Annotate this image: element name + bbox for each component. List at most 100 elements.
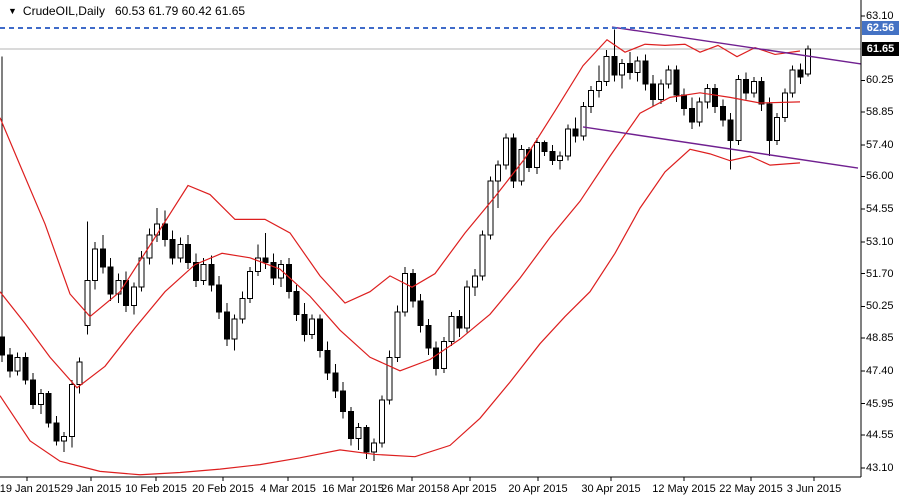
candle-bear <box>301 313 308 336</box>
candle-bull <box>231 318 238 340</box>
candle-bull <box>386 356 393 401</box>
candle-bear <box>510 137 517 182</box>
date-axis-label: 26 Mar 2015 <box>381 483 443 495</box>
price-axis-label: 56.00 <box>866 170 894 183</box>
band-line-middle <box>0 92 801 389</box>
candle-bear <box>347 411 354 440</box>
candle-bear <box>30 379 36 406</box>
date-axis-label: 16 Mar 2015 <box>322 483 384 495</box>
price-axis-label: 44.55 <box>866 429 894 442</box>
candle-bear <box>324 349 331 374</box>
candle-bull <box>61 435 67 442</box>
candle-bull <box>68 383 75 437</box>
candle-bull <box>247 270 253 300</box>
candle-bear <box>0 336 5 356</box>
candle-bull <box>781 92 788 119</box>
price-axis-label: 53.10 <box>866 236 894 248</box>
candle-bear <box>549 151 556 162</box>
candle-bear <box>45 392 52 424</box>
candle-bull <box>402 273 408 313</box>
candle-bull <box>657 83 664 101</box>
candle-bull <box>115 279 122 295</box>
date-axis-label: 20 Feb 2015 <box>192 483 254 495</box>
candle-bull <box>487 180 494 236</box>
candle-bull <box>533 142 540 168</box>
candle-bear <box>262 257 269 263</box>
candle-bull <box>254 257 261 272</box>
price-axis-label: 63.10 <box>866 10 894 22</box>
candle-bear <box>712 87 718 107</box>
candle-bull <box>378 399 385 444</box>
candle-bull <box>619 62 625 76</box>
candle-bull <box>704 87 711 103</box>
candle-bull <box>138 257 145 288</box>
candle-bear <box>797 69 804 78</box>
candle-bull <box>14 356 21 372</box>
candle-bear <box>417 300 424 327</box>
candle-bear <box>107 266 114 295</box>
candle-bear <box>216 284 222 313</box>
date-axis-label: 10 Feb 2015 <box>125 483 187 495</box>
price-axis-label: 51.70 <box>866 267 894 280</box>
candle-bear <box>743 78 749 94</box>
candle-bear <box>642 60 649 85</box>
candle-bull <box>471 275 478 288</box>
date-axis-label: 20 Apr 2015 <box>508 483 568 495</box>
date-axis-label: 4 Mar 2015 <box>260 483 316 495</box>
candle-bull <box>448 316 455 342</box>
candle-bull <box>595 81 602 92</box>
candle-bear <box>270 261 277 279</box>
candle-bear <box>285 264 292 293</box>
candle-bull <box>634 60 641 74</box>
candle-bear <box>425 325 432 349</box>
candle-bear <box>541 142 548 153</box>
candle-bear <box>316 318 323 351</box>
price-axis-label: 50.25 <box>866 300 894 313</box>
candle-bear <box>673 69 680 96</box>
candle-bull <box>464 286 470 329</box>
candle-bull <box>774 117 780 141</box>
date-axis-label: 29 Jan 2015 <box>60 483 122 495</box>
candle-bear <box>433 347 439 370</box>
candle-bear <box>688 108 695 123</box>
candle-bear <box>727 119 734 141</box>
candle-bull <box>371 442 377 453</box>
candle-bear <box>572 128 579 137</box>
candle-bear <box>185 243 191 263</box>
date-axis-label: 30 Apr 2015 <box>581 483 641 495</box>
price-axis-label: 54.55 <box>866 203 894 216</box>
price-axis-label: 58.85 <box>866 106 894 119</box>
candle-bear <box>161 223 168 241</box>
candle-bull <box>518 148 525 182</box>
candle-bull <box>309 318 315 336</box>
candle-bull <box>735 78 742 141</box>
price-axis-label: 60.25 <box>866 74 894 87</box>
candle-bear <box>208 264 215 286</box>
candle-bull <box>355 426 362 440</box>
candle-bear <box>719 105 726 121</box>
candle-bear <box>340 390 346 413</box>
candle-bear <box>363 426 370 453</box>
current-price-badge: 61.65 <box>862 41 899 56</box>
symbol-dropdown-icon[interactable]: ▼ <box>8 5 17 16</box>
price-axis-label: 47.40 <box>866 364 894 377</box>
candle-bear <box>123 279 129 306</box>
candle-bull <box>502 137 509 166</box>
date-axis-label: 12 May 2015 <box>652 483 716 495</box>
candle-bear <box>223 311 230 340</box>
price-axis-label: 43.10 <box>866 462 894 474</box>
candle-bull <box>580 105 587 137</box>
trendline-2 <box>582 126 859 169</box>
candle-bear <box>6 354 13 372</box>
candle-bull <box>440 340 447 370</box>
date-axis-label: 3 Jun 2015 <box>786 483 842 495</box>
date-axis-label: 22 May 2015 <box>719 483 783 495</box>
candle-bear <box>192 261 199 281</box>
date-axis-label: 8 Apr 2015 <box>443 483 497 495</box>
candle-bear <box>626 62 633 73</box>
symbol-timeframe-label: CrudeOIL,Daily <box>22 4 105 18</box>
candle-bull <box>495 164 501 182</box>
price-axis-label: 48.85 <box>866 332 894 345</box>
